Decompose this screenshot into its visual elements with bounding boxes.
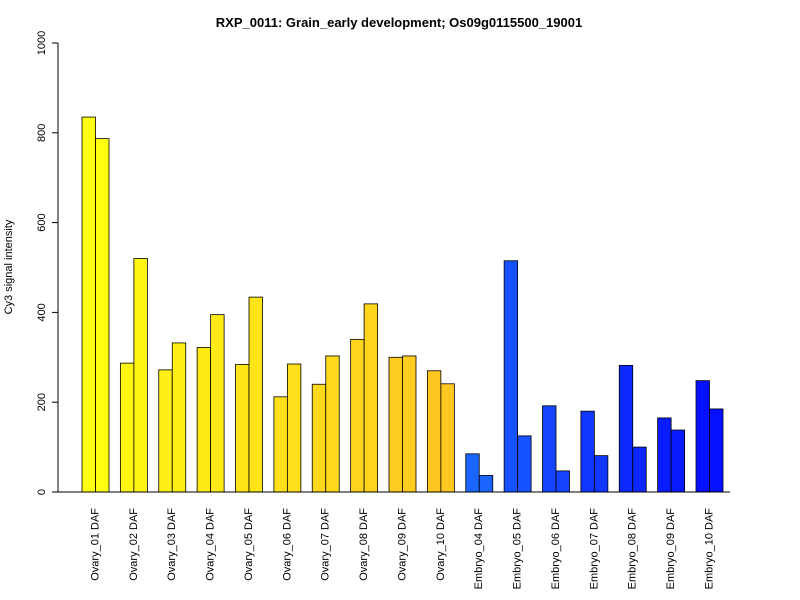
y-tick-label: 800 <box>36 124 48 142</box>
bar <box>670 429 686 493</box>
x-tick-label: Ovary_02 DAF <box>128 508 140 581</box>
y-axis-label: Cy3 signal intensity <box>3 219 15 314</box>
x-tick-label: Embryo_05 DAF <box>512 508 524 590</box>
x-tick-label: Embryo_08 DAF <box>627 508 639 590</box>
y-tick-label: 400 <box>36 303 48 321</box>
x-tick-label: Ovary_05 DAF <box>243 508 255 581</box>
bar <box>503 260 519 493</box>
bar <box>133 258 148 493</box>
bar <box>95 138 110 493</box>
bar <box>158 369 173 493</box>
bar <box>119 362 135 493</box>
bar <box>286 363 302 493</box>
bar <box>657 417 672 493</box>
bar <box>235 364 250 493</box>
bar <box>593 455 609 493</box>
bar <box>580 410 595 493</box>
bar <box>695 380 710 493</box>
y-tick-label: 1000 <box>36 31 48 55</box>
x-tick-label: Ovary_01 DAF <box>89 508 101 581</box>
bar <box>273 396 288 493</box>
bar <box>555 470 570 493</box>
x-tick-label: Embryo_10 DAF <box>703 508 715 590</box>
x-tick-label: Ovary_04 DAF <box>205 508 217 581</box>
x-tick-label: Embryo_04 DAF <box>473 508 485 590</box>
bar <box>478 474 494 493</box>
chart-title: RXP_0011: Grain_early development; Os09g… <box>216 15 582 30</box>
bar <box>325 355 340 493</box>
bar <box>465 453 480 493</box>
bar <box>618 364 634 493</box>
bar <box>402 355 417 493</box>
x-tick-label: Ovary_10 DAF <box>435 508 447 581</box>
bar <box>517 435 532 493</box>
bar <box>542 405 557 493</box>
bar <box>363 303 379 493</box>
x-tick-label: Ovary_08 DAF <box>358 508 370 581</box>
y-tick-label: 0 <box>36 489 48 495</box>
y-axis: 0 200 400 600 800 1000 <box>36 31 59 495</box>
bar <box>709 408 724 493</box>
bar <box>632 446 647 493</box>
bar <box>210 314 225 493</box>
bar <box>350 338 365 493</box>
x-tick-label: Embryo_09 DAF <box>665 508 677 590</box>
x-tick-label: Embryo_07 DAF <box>588 508 600 590</box>
bar <box>311 383 327 493</box>
x-tick-label: Embryo_06 DAF <box>550 508 562 590</box>
y-tick-label: 200 <box>36 393 48 411</box>
y-tick-label: 600 <box>36 213 48 231</box>
x-tick-label: Ovary_03 DAF <box>166 508 178 581</box>
bar <box>196 347 212 493</box>
x-tick-label: Ovary_09 DAF <box>396 508 408 581</box>
bars-group <box>81 116 724 493</box>
x-tick-label: Ovary_06 DAF <box>281 508 293 581</box>
bar <box>388 356 403 493</box>
bar <box>171 342 187 493</box>
bar <box>440 383 455 493</box>
bar <box>426 370 442 493</box>
category-labels: Ovary_01 DAF Ovary_02 DAF Ovary_03 DAF Ovar… <box>89 508 715 590</box>
bar <box>81 116 96 493</box>
bar <box>248 296 263 493</box>
x-tick-label: Ovary_07 DAF <box>320 508 332 581</box>
